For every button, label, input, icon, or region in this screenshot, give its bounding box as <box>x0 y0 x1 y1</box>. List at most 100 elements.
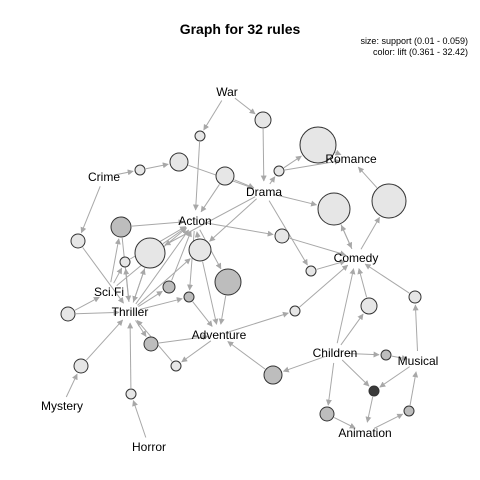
rule-node-r32 <box>403 405 415 417</box>
edge-crime-r5 <box>113 169 134 176</box>
edge-war-r1 <box>234 97 256 115</box>
rule-node-r11 <box>110 216 132 238</box>
edge-r30-thriller <box>127 322 134 389</box>
edge-r12-thriller <box>132 268 146 303</box>
item-label-comedy: Comedy <box>334 251 379 265</box>
edge-children-r22 <box>340 313 364 346</box>
item-labels: War Crime Drama Romance Action Comedy Sc… <box>41 85 438 454</box>
rule-node-r19 <box>183 291 195 303</box>
edge-r19-adventure <box>192 301 213 327</box>
edge-r5-r6 <box>145 162 169 170</box>
item-label-crime: Crime <box>88 170 120 184</box>
edge-r15-adventure <box>218 295 227 325</box>
rule-node-r15 <box>214 268 242 296</box>
edge-r7-action <box>200 184 220 213</box>
edge-r13-adventure <box>202 261 219 325</box>
edge-r7-drama <box>234 179 255 189</box>
item-label-horror: Horror <box>132 440 166 454</box>
edge-r14-comedy <box>289 237 347 257</box>
edge-musical-r29 <box>379 366 410 388</box>
item-label-musical: Musical <box>398 354 439 368</box>
rule-node-r31 <box>319 406 335 422</box>
edge-r10-thriller <box>82 247 124 304</box>
edge-thriller-r13 <box>137 258 191 306</box>
item-label-mystery: Mystery <box>41 399 83 413</box>
edge-drama-r13 <box>209 198 257 242</box>
rule-nodes-layer <box>60 111 422 422</box>
rule-node-r28 <box>380 349 392 361</box>
item-label-action: Action <box>178 214 211 228</box>
edge-drama-r4 <box>269 176 276 185</box>
edge-drama-r8 <box>273 193 318 207</box>
item-label-drama: Drama <box>246 185 282 199</box>
edge-r27-adventure <box>227 341 266 370</box>
rule-node-r12 <box>134 237 166 269</box>
rule-node-r30 <box>125 388 137 400</box>
edge-animation-r32 <box>373 413 404 429</box>
edge-r11-action <box>131 219 185 227</box>
edge-children-comedy <box>336 268 356 344</box>
rule-node-r23 <box>408 290 422 304</box>
edge-drama-r12 <box>164 196 256 246</box>
rule-node-r10 <box>70 233 86 249</box>
edge-adventure-r21 <box>228 311 289 333</box>
edge-r28-musical <box>391 355 408 361</box>
rule-node-r26 <box>73 358 89 374</box>
edge-r22-comedy <box>357 268 368 298</box>
edge-r21-comedy <box>299 264 349 308</box>
rule-node-r5 <box>134 164 146 176</box>
item-label-children: Children <box>313 346 358 360</box>
legend-color: color: lift (0.361 - 32.42) <box>373 47 468 57</box>
edge-children-r27 <box>282 355 326 373</box>
edge-scifi-r11 <box>110 238 121 283</box>
rule-node-r4 <box>273 165 285 177</box>
edge-musical-r23 <box>412 304 419 352</box>
edge-thriller-r19 <box>139 297 183 310</box>
edge-r11-thriller <box>121 237 132 302</box>
edge-comedy-r9 <box>360 216 380 250</box>
rule-node-r22 <box>360 297 378 315</box>
edge-mystery-r26 <box>65 373 78 398</box>
item-label-thriller: Thriller <box>112 305 149 319</box>
edge-r4-r3 <box>283 155 302 169</box>
edge-r17-comedy <box>316 259 346 270</box>
edge-r32-musical <box>409 371 419 406</box>
edge-r9-romance <box>357 166 378 189</box>
edge-action-r19 <box>187 230 195 291</box>
edge-r20-scifi <box>74 296 100 311</box>
item-label-scifi: Sci.Fi <box>94 285 124 299</box>
rule-node-r9 <box>371 183 407 219</box>
rule-node-r6 <box>169 152 189 172</box>
rule-node-r17 <box>305 265 317 277</box>
edge-r29-animation <box>365 396 374 423</box>
edges-layer <box>65 97 419 438</box>
edge-scifi-r16 <box>113 267 123 284</box>
edge-children-r31 <box>325 362 335 406</box>
rule-node-r8 <box>317 192 351 226</box>
edge-thriller-action <box>135 229 190 305</box>
edge-r13-action <box>194 231 201 239</box>
edge-crime-r10 <box>80 186 101 234</box>
item-label-romance: Romance <box>325 152 377 166</box>
rule-node-r1 <box>254 111 272 129</box>
rule-node-r7 <box>215 166 235 186</box>
edge-r24-adventure <box>158 334 209 344</box>
rule-node-r14 <box>274 228 290 244</box>
rule-node-r20 <box>60 306 76 322</box>
edge-r23-comedy <box>364 263 410 294</box>
rule-node-r13 <box>188 238 212 262</box>
edge-r4-romance <box>284 158 341 171</box>
rule-node-r24 <box>143 336 159 352</box>
edge-war-r2 <box>203 100 223 131</box>
edge-children-r29 <box>341 359 370 387</box>
edge-comedy-r8 <box>340 224 353 250</box>
edge-r1-drama <box>260 128 267 182</box>
item-label-war: War <box>216 85 238 99</box>
rule-node-r27 <box>263 365 283 385</box>
edge-r2-action <box>192 141 201 211</box>
edge-r3-romance <box>334 149 342 156</box>
edge-thriller-r18 <box>138 290 163 308</box>
edge-horror-r30 <box>132 400 147 438</box>
rule-node-r2 <box>194 130 206 142</box>
